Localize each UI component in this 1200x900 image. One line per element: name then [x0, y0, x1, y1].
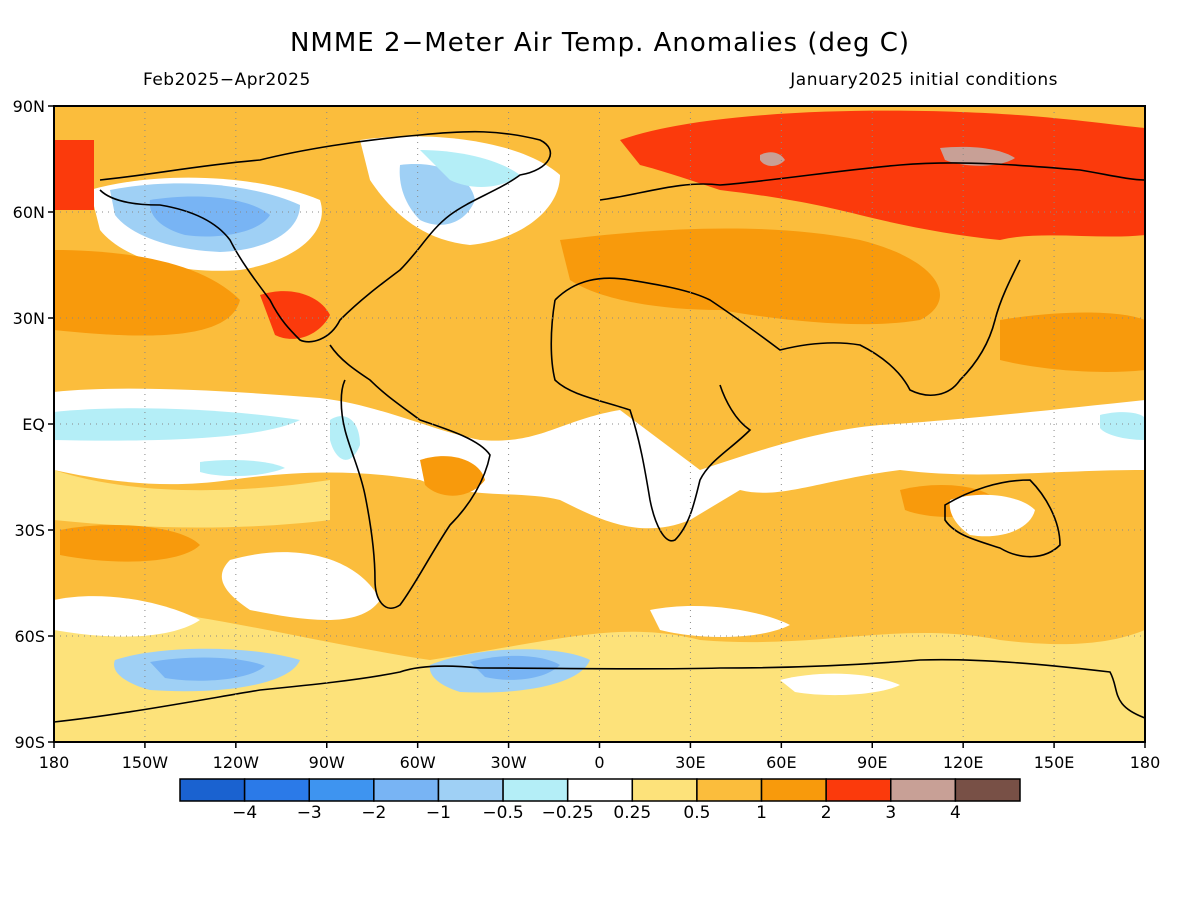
colorbar-label: 4	[950, 803, 961, 823]
colorbar-swatch	[502, 778, 569, 802]
colorbar-swatch	[437, 778, 504, 802]
colorbar-swatch	[760, 778, 827, 802]
lon-tick-label: 90E	[857, 753, 887, 772]
colorbar-swatch	[566, 778, 634, 802]
lon-tick-label: 180	[39, 753, 70, 772]
lon-tick-label: 120W	[213, 753, 260, 772]
lat-tick-label: 30S	[14, 521, 45, 540]
colorbar-label: 3	[885, 803, 896, 823]
colorbar-swatch	[954, 778, 1021, 802]
colorbar-label: 0.25	[613, 803, 651, 823]
colorbar-label: 1	[756, 803, 767, 823]
lat-tick-label: 60S	[14, 627, 45, 646]
forecast-period: Feb2025−Apr2025	[143, 70, 311, 90]
colorbar-swatch	[308, 778, 375, 802]
colorbar-swatch	[179, 778, 246, 802]
lon-tick-label: 30W	[490, 753, 526, 772]
colorbar-label: −2	[361, 803, 386, 823]
lat-tick-label: 30N	[13, 309, 45, 328]
initial-conditions: January2025 initial conditions	[790, 70, 1058, 90]
lon-tick-label: 30E	[675, 753, 705, 772]
colorbar-swatch	[890, 778, 957, 802]
colorbar-label: −3	[297, 803, 322, 823]
lon-tick-label: 180	[1130, 753, 1161, 772]
colorbar-label: −0.5	[482, 803, 523, 823]
colorbar-label: 2	[821, 803, 832, 823]
graticule	[54, 106, 1145, 742]
longitude-ticks: 180 150W 120W 90W 60W 30W 0 30E 60E 90E 120E 150E 18…	[39, 742, 1161, 772]
colorbar-swatch	[696, 778, 763, 802]
colorbar-swatch	[373, 778, 440, 802]
lon-tick-label: 120E	[943, 753, 984, 772]
lon-tick-label: 90W	[309, 753, 345, 772]
latitude-ticks: 90N 60N 30N EQ 30S 60S 90S	[13, 97, 54, 752]
lon-tick-label: 150E	[1034, 753, 1075, 772]
lat-tick-label: 90S	[14, 733, 45, 752]
lon-tick-label: 60E	[766, 753, 796, 772]
colorbar-label: −4	[232, 803, 257, 823]
lat-tick-label: 60N	[13, 203, 45, 222]
lat-tick-label: 90N	[13, 97, 45, 116]
colorbar-label: 0.5	[683, 803, 710, 823]
colorbar-swatch	[631, 778, 698, 802]
lat-tick-label: EQ	[22, 415, 45, 434]
colorbar-swatch	[825, 778, 892, 802]
colorbar: −4 −3 −2 −1 −0.5 −0.25 0.25 0.5 1 2 3 4	[179, 778, 1021, 823]
lon-tick-label: 0	[594, 753, 604, 772]
colorbar-label: −0.25	[542, 803, 594, 823]
lon-tick-label: 150W	[122, 753, 169, 772]
map-title: NMME 2−Meter Air Temp. Anomalies (deg C)	[289, 28, 911, 58]
colorbar-label: −1	[426, 803, 451, 823]
colorbar-swatch	[243, 778, 310, 802]
lon-tick-label: 60W	[400, 753, 436, 772]
coastlines	[54, 130, 1145, 723]
